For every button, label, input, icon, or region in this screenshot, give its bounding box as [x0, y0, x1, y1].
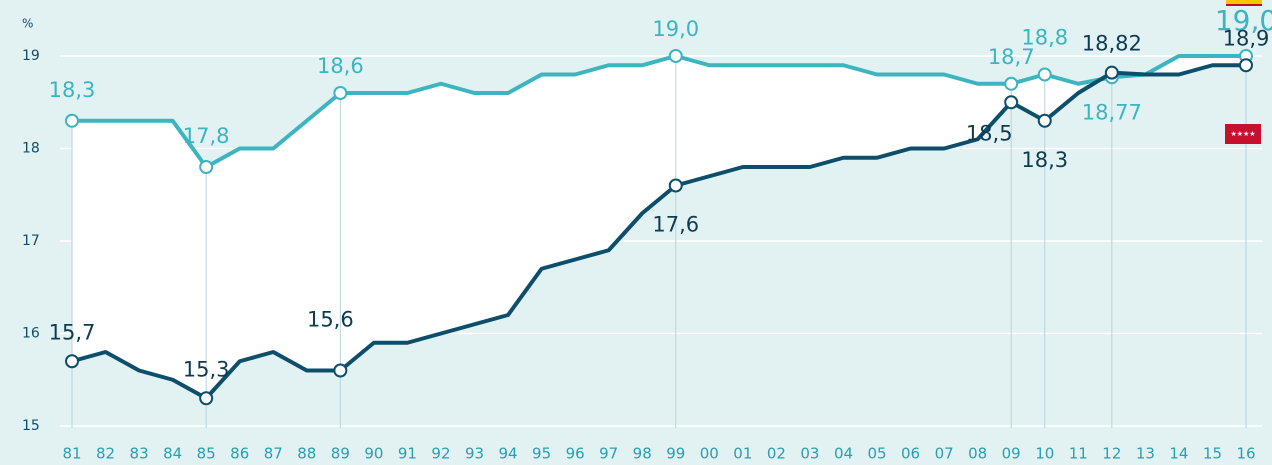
point [668, 49, 683, 63]
data-label: 18,6 [317, 54, 364, 78]
x-tick-label: 08 [968, 445, 987, 463]
data-label: 18,8 [1021, 26, 1068, 50]
flag-stars: ★★★★ [1230, 130, 1255, 138]
y-tick-label: 15 [22, 418, 40, 434]
flag [1225, 124, 1261, 144]
x-tick-label: 94 [499, 445, 518, 463]
x-tick-label: 97 [599, 445, 618, 463]
point [1004, 76, 1019, 91]
data-label: 15,6 [307, 308, 354, 332]
x-tick-label: 16 [1236, 445, 1255, 463]
x-tick-label: 86 [230, 445, 249, 463]
data-label: 19,0 [652, 17, 699, 41]
x-tick-label: 02 [767, 445, 786, 463]
point [668, 178, 683, 193]
point [1004, 95, 1019, 110]
point [1037, 67, 1052, 82]
x-tick-label: 95 [532, 445, 551, 463]
x-tick-label: 85 [197, 445, 216, 463]
x-tick-label: 06 [901, 445, 920, 463]
x-tick-label: 90 [364, 445, 383, 463]
point [333, 86, 348, 100]
x-tick-label: 09 [1002, 445, 1021, 463]
point [199, 160, 214, 174]
x-tick-label: 99 [666, 445, 685, 463]
x-tick-label: 05 [867, 445, 886, 463]
x-tick-label: 11 [1069, 445, 1088, 463]
data-label: 18,9 [1223, 26, 1270, 50]
data-label: 18,82 [1082, 32, 1142, 56]
y-axis-label: % [22, 17, 33, 31]
point [1037, 113, 1052, 128]
x-tick-label: 01 [733, 445, 752, 463]
x-tick-label: 15 [1203, 445, 1222, 463]
y-tick-label: 19 [22, 48, 40, 64]
x-tick-label: 13 [1136, 445, 1155, 463]
x-tick-label: 83 [130, 445, 149, 463]
point [1239, 58, 1253, 73]
data-label: 19,0 [1215, 4, 1272, 37]
y-tick-label: 17 [22, 233, 40, 249]
data-label: 15,3 [183, 357, 230, 381]
x-tick-label: 84 [163, 445, 182, 463]
data-label: 18,5 [966, 121, 1013, 145]
x-tick-label: 12 [1102, 445, 1121, 463]
plot: 15 16 17 18 19 81 82 83 84 85 86 87 88 89 90 91 92 93 94 95… [22, 4, 1272, 463]
point [1104, 65, 1119, 80]
x-tick-label: 14 [1169, 445, 1188, 463]
x-tick-label: 87 [264, 445, 283, 463]
x-tick-label: 88 [297, 445, 316, 463]
x-tick-label: 89 [331, 445, 350, 463]
gap-area [72, 56, 1246, 399]
y-tick-label: 18 [22, 141, 40, 157]
point [65, 113, 79, 128]
data-label: 18,7 [988, 45, 1035, 69]
data-label: 18,3 [1021, 148, 1068, 172]
x-tick-label: 98 [633, 445, 652, 463]
x-tick-label: 93 [465, 445, 484, 463]
x-tick-label: 96 [566, 445, 585, 463]
x-tick-label: 82 [96, 445, 115, 463]
y-tick-label: 16 [22, 326, 40, 342]
point [199, 391, 214, 406]
data-label: 15,7 [49, 320, 96, 344]
madrid-flag: ★★★★ [1225, 124, 1261, 144]
data-label: 18,77 [1082, 100, 1142, 124]
x-tick-label: 00 [700, 445, 719, 463]
x-tick-label: 10 [1035, 445, 1054, 463]
x-tick-label: 07 [935, 445, 954, 463]
data-label: 18,3 [49, 78, 96, 102]
x-tick-label: 03 [800, 445, 819, 463]
x-tick-label: 92 [431, 445, 450, 463]
flag-stripe [1226, 0, 1262, 4]
data-label: 17,8 [183, 124, 230, 148]
point [333, 363, 348, 378]
x-tick-label: 91 [398, 445, 417, 463]
x-tick-label: 04 [834, 445, 853, 463]
spain-flag [1226, 0, 1262, 6]
point [65, 354, 79, 369]
x-tick-label: 81 [62, 445, 81, 463]
data-label: 17,6 [652, 213, 699, 237]
line [71, 63, 1246, 401]
